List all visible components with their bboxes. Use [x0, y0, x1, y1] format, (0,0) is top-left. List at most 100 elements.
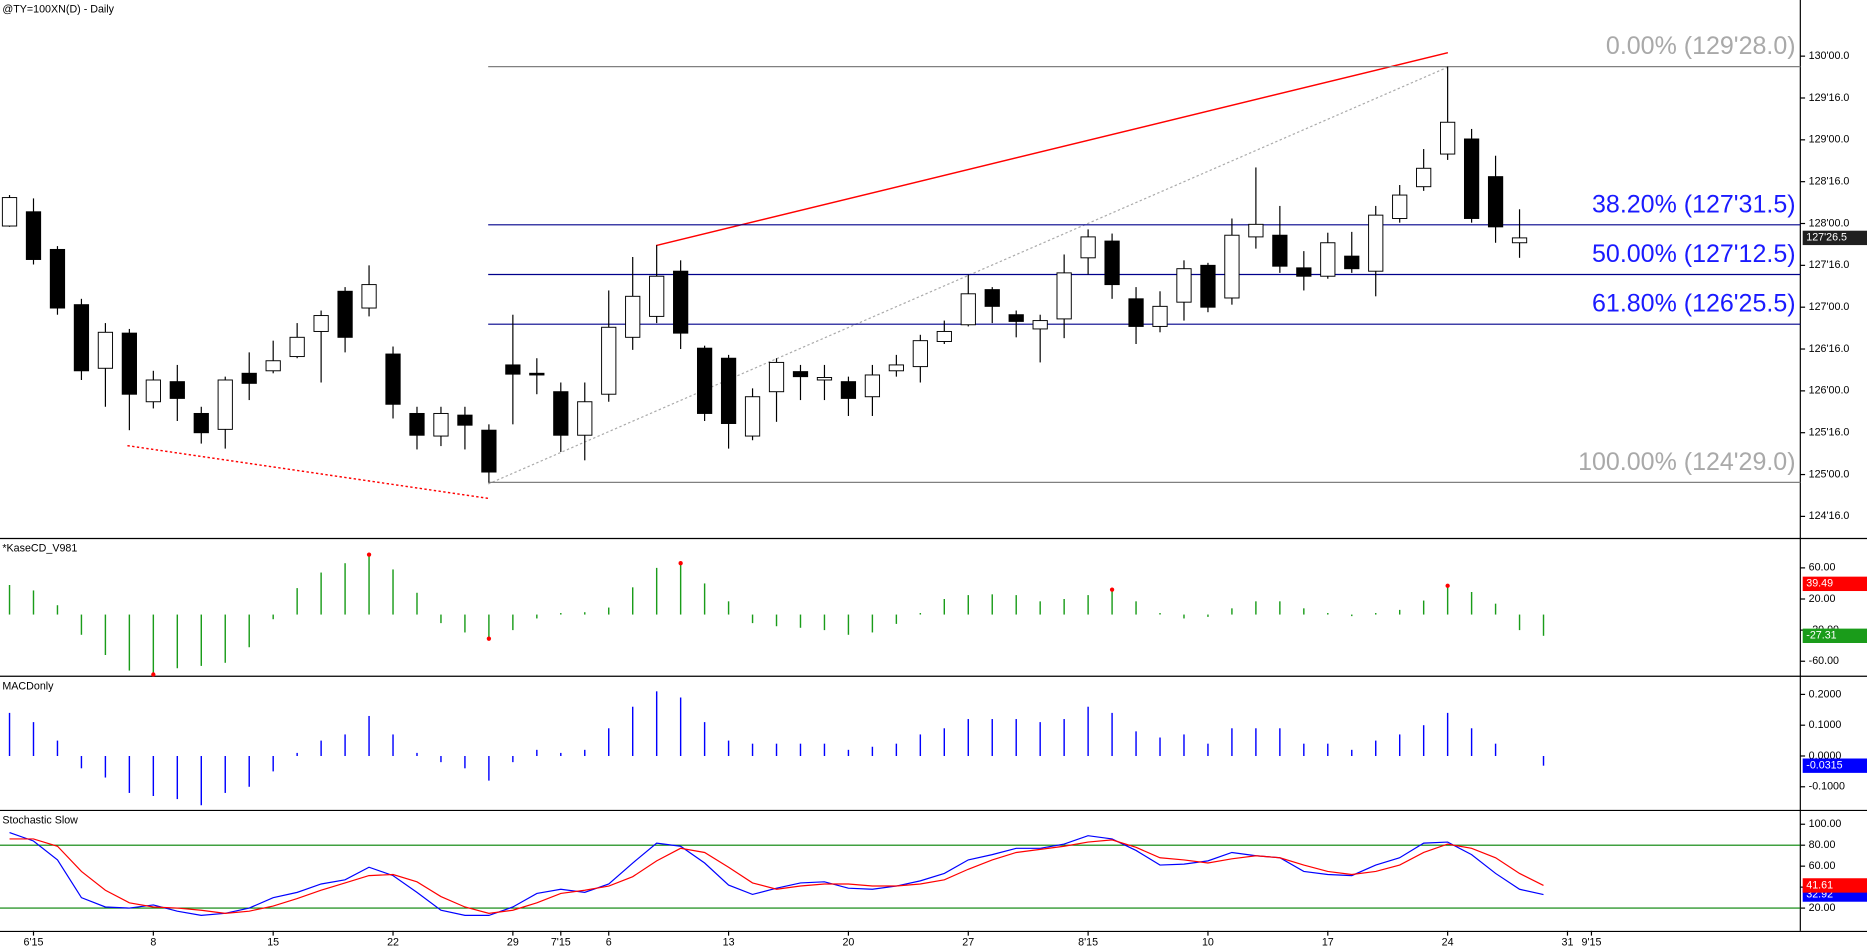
- candle-body: [1224, 234, 1240, 299]
- signal-dot: [151, 672, 156, 677]
- signal-dot: [486, 636, 492, 641]
- x-tick-label: 29: [507, 937, 519, 949]
- x-tick-label: 13: [723, 937, 735, 949]
- candle-body: [816, 377, 833, 381]
- pane-title: *KaseCD_V981: [2, 543, 77, 555]
- candle-body: [1511, 237, 1528, 244]
- x-tick-label: 8'15: [1078, 937, 1098, 949]
- candle-body: [49, 248, 66, 309]
- fib-label: 50.00% (127'12.5): [1592, 240, 1796, 268]
- candle-body: [1368, 214, 1384, 272]
- candle-body: [768, 361, 785, 393]
- y-tick-label: 126'16.0: [1809, 343, 1850, 355]
- candle-body: [409, 412, 425, 436]
- y-tick-label: 128'00.0: [1809, 217, 1850, 229]
- y-tick-label: 127'00.0: [1809, 301, 1850, 313]
- x-tick-label: 20: [842, 937, 854, 949]
- y-tick-label: 100.00: [1809, 818, 1842, 830]
- value-badge-label: 39.49: [1806, 578, 1833, 590]
- last-price-badge: [1802, 230, 1867, 246]
- y-tick-label: 20.00: [1809, 593, 1836, 605]
- x-tick-label: 22: [387, 937, 399, 949]
- y-tick-label: 80.00: [1809, 839, 1836, 851]
- candle-body: [1152, 305, 1168, 327]
- candle-body: [1, 197, 18, 227]
- candle-body: [529, 372, 545, 376]
- trend-line: [655, 52, 1449, 247]
- candle-body: [912, 340, 928, 368]
- candle-body: [121, 332, 137, 395]
- candle-body: [1080, 236, 1096, 259]
- candle-body: [313, 315, 329, 332]
- y-tick-label: 130'00.0: [1809, 50, 1850, 62]
- candle-body: [1463, 138, 1480, 219]
- candle-body: [1392, 194, 1408, 219]
- pane-title: Stochastic Slow: [2, 814, 78, 826]
- candle-body: [337, 290, 353, 338]
- candle-body: [840, 381, 857, 399]
- candle-body: [1128, 298, 1144, 327]
- y-tick-label: 124'16.0: [1809, 510, 1850, 522]
- pane-title: @TY=100XN(D) - Daily: [2, 3, 114, 15]
- y-tick-label: 0.1000: [1809, 719, 1842, 731]
- candle-body: [241, 372, 257, 384]
- candle-body: [265, 360, 281, 372]
- y-tick-label: 60.00: [1809, 562, 1836, 574]
- x-tick-label: 7'15: [551, 937, 571, 949]
- candle-body: [289, 336, 305, 358]
- y-tick-label: -60.00: [1809, 655, 1839, 667]
- candle-body: [1008, 314, 1024, 322]
- candle-body: [888, 364, 904, 372]
- x-tick-label: 31: [1562, 937, 1574, 949]
- x-tick-label: 8: [150, 937, 156, 949]
- candle-body: [193, 412, 209, 434]
- candle-body: [97, 331, 114, 369]
- candle-body: [1272, 234, 1288, 267]
- candle-body: [601, 326, 617, 395]
- value-badge-label: 41.61: [1806, 879, 1833, 891]
- x-tick-label: 6: [606, 937, 612, 949]
- value-badge-label: -27.31: [1806, 630, 1836, 642]
- candle-body: [1416, 167, 1432, 188]
- stochastic-line: [9, 832, 1544, 916]
- candle-body: [792, 371, 809, 378]
- candle-body: [625, 295, 641, 338]
- candle-body: [385, 353, 401, 405]
- candle-body: [577, 401, 593, 436]
- signal-dot: [1109, 587, 1115, 592]
- last-price-label: 127'26.5: [1806, 232, 1847, 244]
- signal-dot: [678, 561, 683, 566]
- y-tick-label: 125'00.0: [1809, 468, 1850, 480]
- candle-body: [1200, 264, 1216, 308]
- value-badge: [1802, 758, 1867, 773]
- fib-label: 38.20% (127'31.5): [1592, 190, 1796, 218]
- signal-dot: [366, 552, 372, 557]
- fib-label: 100.00% (124'29.0): [1578, 448, 1795, 476]
- y-tick-label: 126'00.0: [1809, 385, 1850, 397]
- candle-body: [649, 275, 665, 317]
- y-tick-label: 129'00.0: [1809, 134, 1850, 146]
- candle-body: [1176, 268, 1192, 303]
- x-tick-label: 10: [1202, 937, 1214, 949]
- y-tick-label: 60.00: [1809, 860, 1836, 872]
- signal-dot: [1445, 583, 1450, 588]
- candle-body: [936, 330, 952, 342]
- candle-body: [73, 304, 90, 372]
- y-tick-label: 129'16.0: [1809, 92, 1850, 104]
- candle-body: [145, 379, 161, 403]
- candle-body: [673, 270, 689, 334]
- x-tick-label: 6'15: [24, 937, 44, 949]
- candle-body: [1320, 242, 1336, 277]
- candle-body: [984, 289, 1000, 307]
- fib-label: 0.00% (129'28.0): [1606, 32, 1796, 60]
- candle-body: [361, 284, 377, 309]
- candle-body: [696, 347, 713, 414]
- y-tick-label: 128'16.0: [1809, 175, 1850, 187]
- y-tick-label: 20.00: [1809, 902, 1836, 914]
- y-tick-label: -0.1000: [1809, 781, 1845, 793]
- value-badge: [1802, 628, 1867, 643]
- candle-body: [1344, 255, 1360, 270]
- candle-body: [720, 357, 737, 424]
- candle-body: [1296, 267, 1312, 277]
